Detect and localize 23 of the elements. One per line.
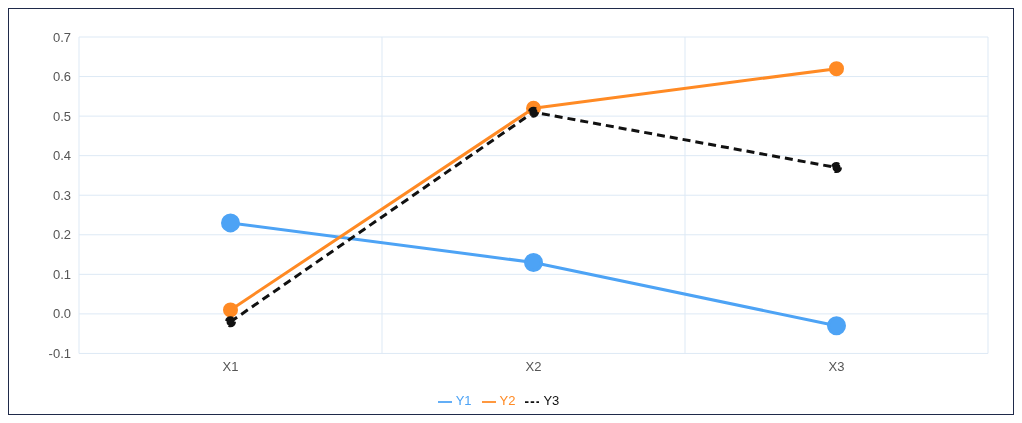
point: [827, 316, 846, 336]
point: [225, 316, 236, 328]
y-tick-label: -0.1: [48, 346, 71, 362]
x-tick-label: X1: [222, 358, 239, 374]
y-tick-label: 0.0: [52, 306, 71, 322]
point: [524, 252, 543, 272]
x-tick-label: X3: [828, 358, 845, 374]
point: [829, 61, 844, 77]
point: [221, 213, 240, 233]
y-tick-label: 0.2: [52, 227, 71, 243]
legend-label: Y1: [455, 393, 472, 409]
point: [831, 162, 842, 174]
legend-label: Y2: [499, 393, 516, 409]
y-tick-label: 0.4: [52, 148, 71, 164]
y-tick-label: 0.7: [52, 29, 71, 45]
y-tick-label: 0.5: [52, 108, 71, 124]
y-tick-label: 0.3: [52, 187, 71, 203]
x-tick-label: X2: [525, 358, 542, 374]
y-tick-label: 0.6: [52, 69, 71, 85]
legend-label: Y3: [543, 393, 560, 409]
point: [223, 302, 238, 318]
point: [528, 106, 539, 118]
y-tick-label: 0.1: [52, 266, 71, 282]
